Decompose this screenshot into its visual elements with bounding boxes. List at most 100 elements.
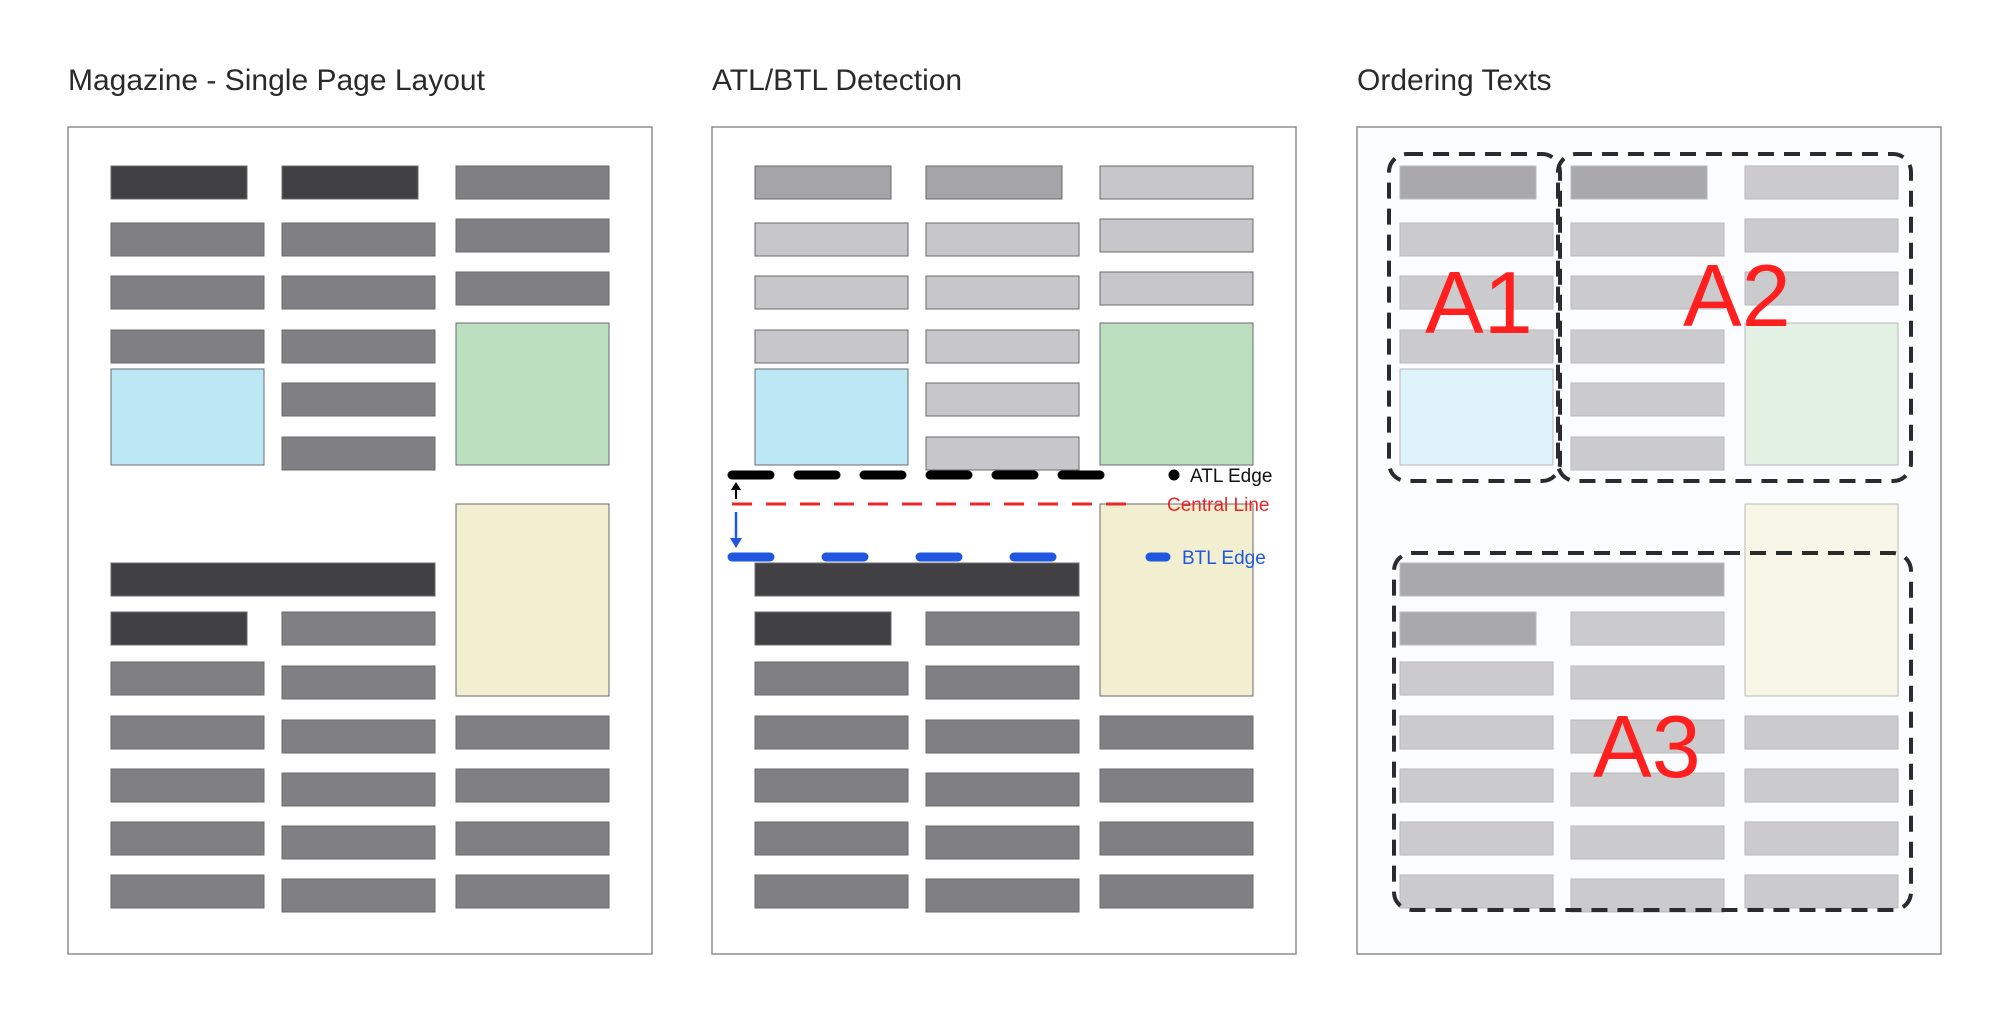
- detection-overlay: ATL Edge Central Line BTL Edge: [727, 466, 1272, 569]
- layout-text-block: [281, 611, 436, 646]
- ordering-overlay: A1 A2 A3: [1387, 152, 1913, 912]
- detection-text-block: [754, 821, 909, 856]
- region-a1-label: A1: [1425, 253, 1533, 352]
- detection-text-block: [925, 878, 1080, 913]
- ordering-text-block: [1744, 715, 1899, 750]
- detection-text-block: [925, 436, 1080, 471]
- detection-text-block: [925, 719, 1080, 754]
- layout-headline-block: [110, 611, 248, 646]
- layout-text-block: [110, 768, 265, 803]
- detection-text-block: [1099, 821, 1254, 856]
- ordering-text-block: [1744, 768, 1899, 803]
- region-a2-outline: [1556, 152, 1913, 483]
- layout-text-block: [455, 271, 610, 306]
- layout-text-block: [281, 878, 436, 913]
- layout-headline-block: [281, 165, 419, 200]
- detection-image-block-green: [1099, 322, 1254, 466]
- layout-text-block: [455, 768, 610, 803]
- detection-image-block-blue: [754, 368, 909, 466]
- arrow-down-icon: [730, 512, 742, 548]
- detection-text-block: [925, 382, 1080, 417]
- ordering-text-block: [1744, 821, 1899, 856]
- detection-text-block: [754, 222, 909, 257]
- layout-image-block-green: [455, 322, 610, 466]
- ordering-text-block: [1570, 878, 1725, 913]
- ordering-text-block: [1570, 275, 1725, 310]
- detection-text-block: [754, 715, 909, 750]
- detection-text-block: [925, 611, 1080, 646]
- ordering-image-block-yellow: [1744, 503, 1899, 697]
- detection-text-block: [925, 665, 1080, 700]
- detection-text-block: [925, 825, 1080, 860]
- layout-text-block: [281, 825, 436, 860]
- ordering-text-block: [1399, 275, 1554, 310]
- layout-text-block: [110, 821, 265, 856]
- ordering-text-block: [1744, 271, 1899, 306]
- central-line-label: Central Line: [1167, 495, 1269, 516]
- layout-text-block: [281, 382, 436, 417]
- ordering-headline-block: [1399, 165, 1537, 200]
- ordering-text-block: [1570, 436, 1725, 471]
- layout-text-block: [110, 874, 265, 909]
- detection-text-block: [925, 222, 1080, 257]
- detection-text-block: [754, 661, 909, 696]
- ordering-text-block: [1399, 715, 1554, 750]
- detection-image-block-yellow: [1099, 503, 1254, 697]
- ordering-text-block: [1399, 821, 1554, 856]
- panel-detection: [711, 126, 1297, 955]
- layout-text-block: [281, 222, 436, 257]
- region-a3-label: A3: [1593, 697, 1701, 796]
- layout-text-block: [455, 821, 610, 856]
- panel-ordering: [1356, 126, 1942, 955]
- layout-headline-block: [110, 562, 436, 597]
- ordering-text-block: [1399, 874, 1554, 909]
- ordering-text-block: [1399, 768, 1554, 803]
- detection-headline-block: [754, 165, 892, 200]
- panel-title-detection: ATL/BTL Detection: [712, 64, 963, 97]
- ordering-text-block: [1570, 611, 1725, 646]
- layout-text-block: [110, 715, 265, 750]
- ordering-text-block: [1570, 825, 1725, 860]
- layout-text-block: [455, 874, 610, 909]
- detection-text-block: [754, 275, 909, 310]
- layout-text-block: [110, 275, 265, 310]
- layout-text-block: [110, 329, 265, 364]
- arrow-up-icon: [731, 482, 741, 499]
- layout-text-block: [281, 772, 436, 807]
- layout-text-block: [110, 661, 265, 696]
- panel-layout: [67, 126, 653, 955]
- detection-text-block: [1099, 165, 1254, 200]
- detection-headline-block: [754, 611, 892, 646]
- panel-title-layout: Magazine - Single Page Layout: [68, 64, 485, 97]
- atl-edge-label: ATL Edge: [1190, 466, 1272, 487]
- layout-image-block-yellow: [455, 503, 610, 697]
- ordering-headline-block: [1399, 562, 1725, 597]
- ordering-text-block: [1399, 222, 1554, 257]
- ordering-text-block: [1744, 874, 1899, 909]
- ordering-text-block: [1744, 165, 1899, 200]
- region-a3-outline: [1392, 551, 1913, 912]
- layout-headline-block: [110, 165, 248, 200]
- ordering-text-block: [1570, 382, 1725, 417]
- layout-text-block: [281, 436, 436, 471]
- ordering-headline-block: [1570, 165, 1708, 200]
- layout-text-block: [455, 218, 610, 253]
- ordering-text-block: [1570, 719, 1725, 754]
- layout-text-block: [455, 165, 610, 200]
- detection-headline-block: [754, 562, 1080, 597]
- detection-headline-block: [925, 165, 1063, 200]
- detection-text-block: [754, 874, 909, 909]
- layout-text-block: [110, 222, 265, 257]
- detection-text-block: [1099, 715, 1254, 750]
- region-a2-label: A2: [1683, 246, 1791, 345]
- ordering-text-block: [1399, 661, 1554, 696]
- detection-text-block: [754, 329, 909, 364]
- layout-text-block: [281, 275, 436, 310]
- detection-text-block: [1099, 271, 1254, 306]
- ordering-text-block: [1570, 222, 1725, 257]
- ordering-headline-block: [1399, 611, 1537, 646]
- detection-text-block: [1099, 768, 1254, 803]
- layout-text-block: [281, 719, 436, 754]
